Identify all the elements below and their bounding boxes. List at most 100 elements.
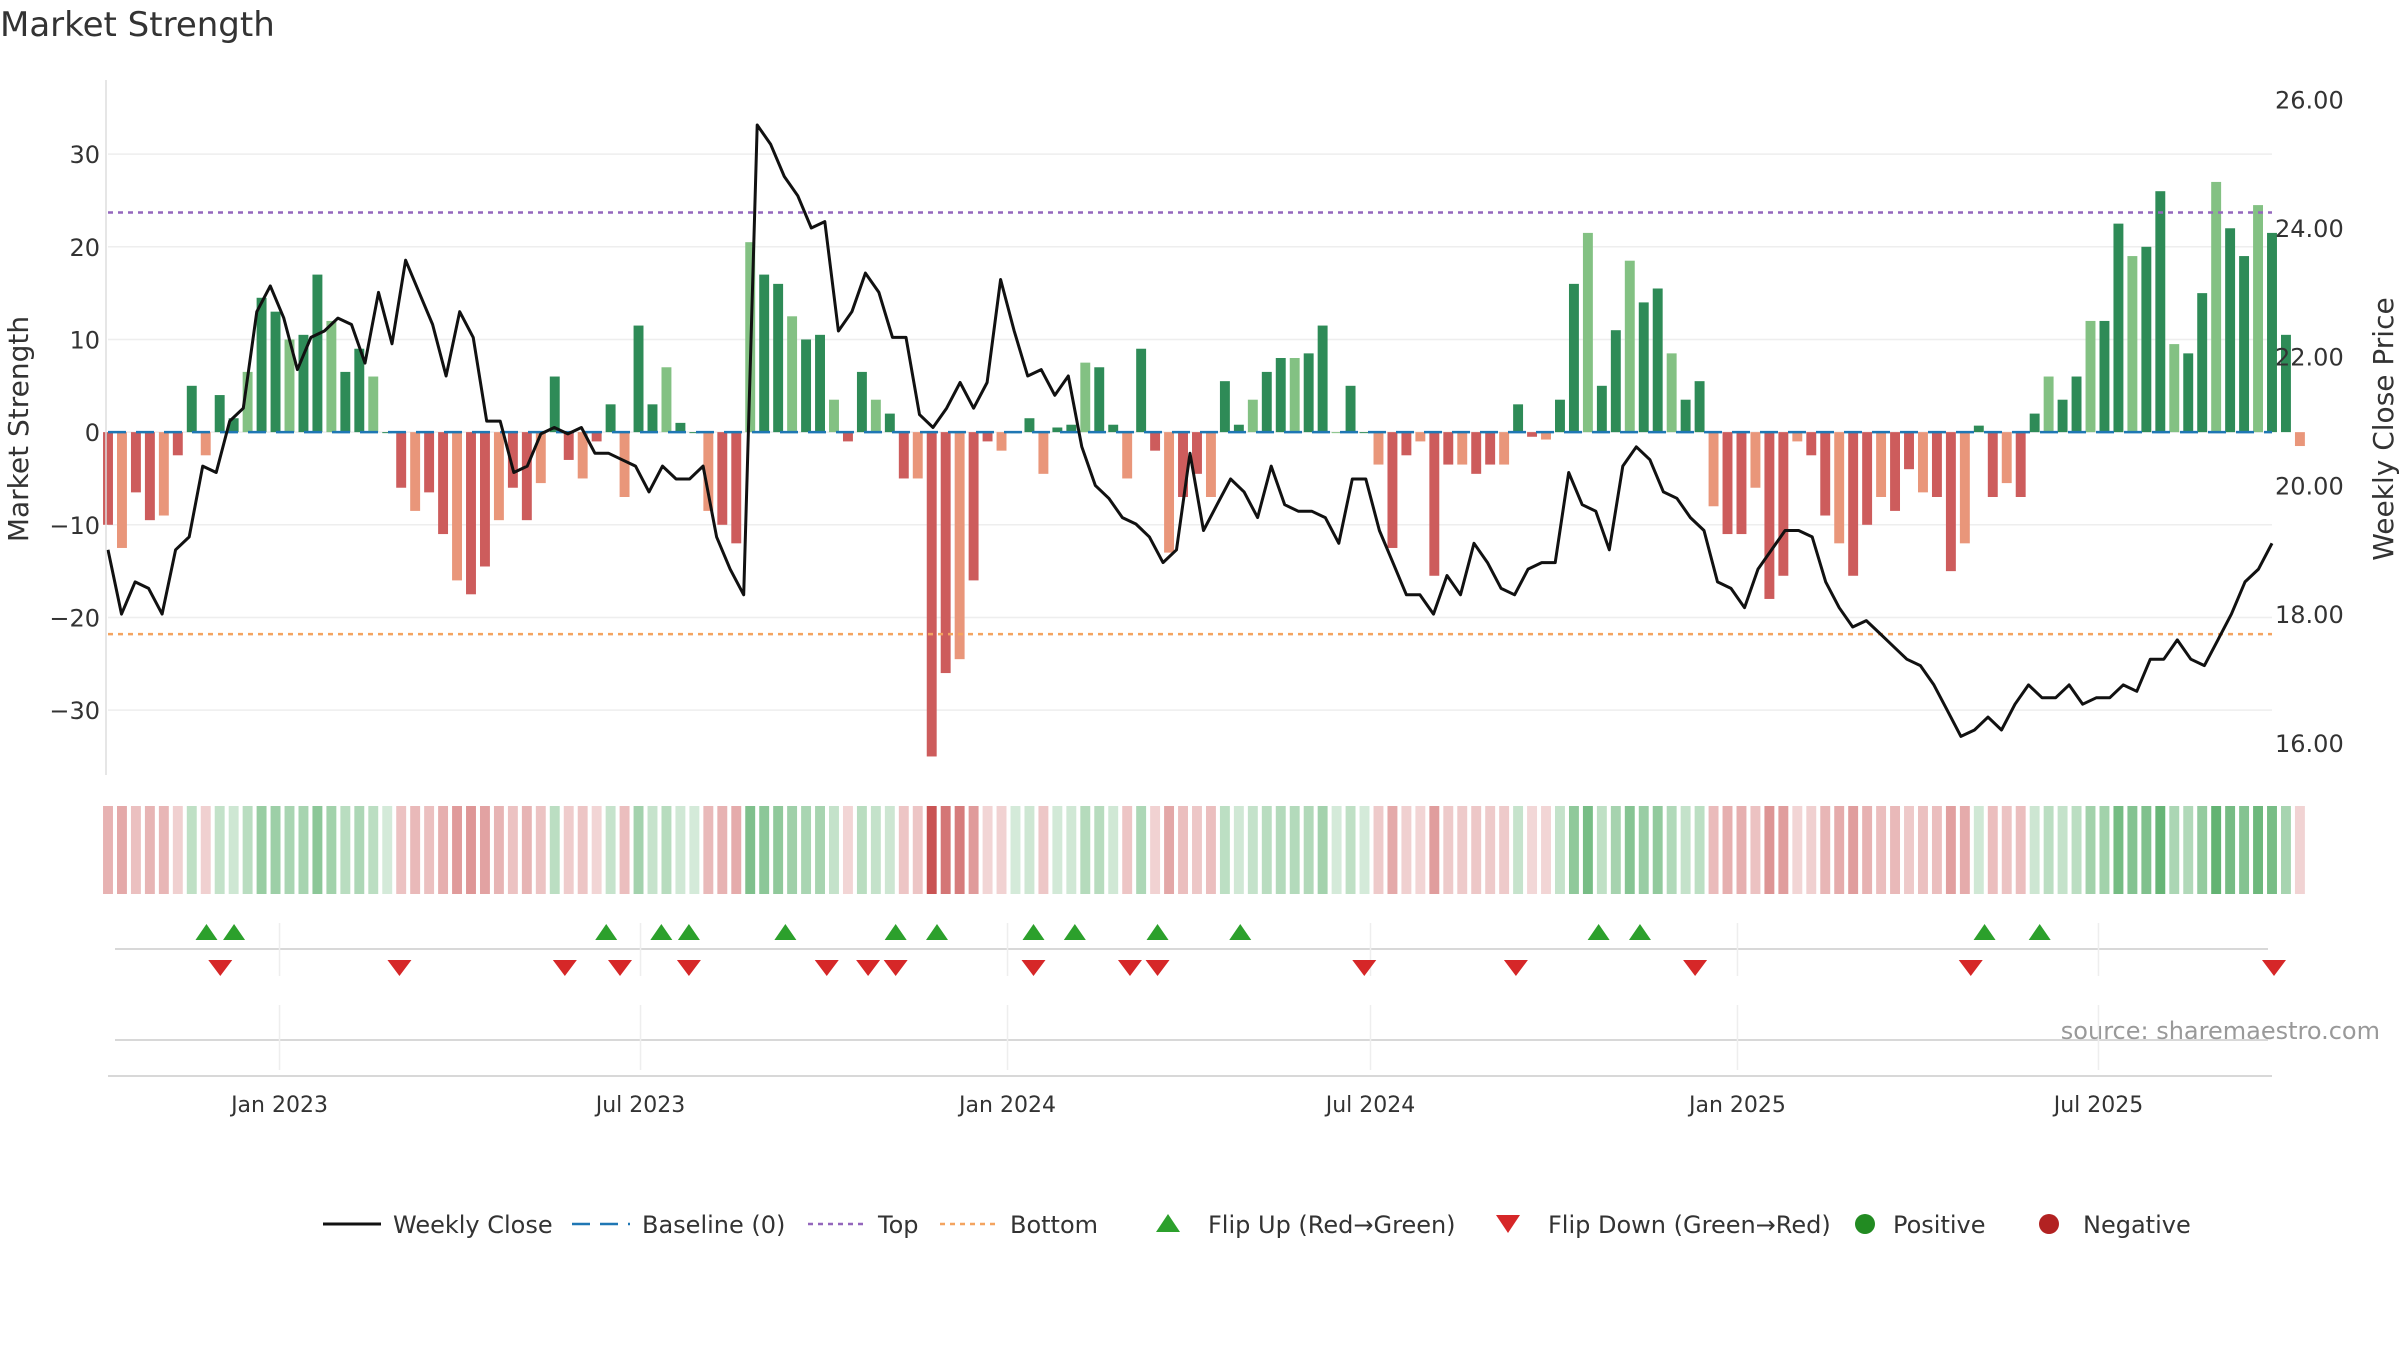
strength-bar [926, 432, 937, 757]
legend-flip_up-swatch [1156, 1214, 1180, 1232]
heat-cell [968, 806, 979, 894]
strength-bar [2267, 232, 2277, 433]
strength-bar [1499, 432, 1510, 465]
x-tick-label: Jul 2024 [1324, 1093, 1416, 1118]
heat-cell [2239, 806, 2250, 894]
strength-bar [1624, 260, 1635, 433]
strength-bar [1904, 432, 1914, 470]
heat-cell [535, 806, 546, 894]
strength-bar [368, 376, 379, 433]
heat-cell [633, 806, 644, 894]
strength-bar [1652, 288, 1663, 433]
strength-bar [1708, 432, 1719, 507]
strength-bar [1275, 358, 1286, 433]
strength-bar [619, 432, 630, 497]
heat-cell [1834, 806, 1845, 894]
heat-cell [1792, 806, 1803, 894]
strength-bar [1918, 432, 1928, 493]
heat-cell [549, 806, 560, 894]
x-tick-label: Jan 2024 [957, 1093, 1056, 1118]
flip-up-marker [926, 924, 949, 940]
strength-bar [1848, 432, 1859, 576]
strength-bar [1736, 432, 1747, 535]
strength-bar [1959, 432, 1970, 544]
heat-cell [856, 806, 867, 894]
flip-up-marker [1229, 924, 1252, 940]
y-axis-right-label: Weekly Close Price [2367, 297, 2400, 560]
heat-cell [2294, 806, 2305, 894]
legend-baseline-label: Baseline (0) [642, 1211, 785, 1239]
strength-bar [563, 432, 574, 460]
heat-cell [1345, 806, 1356, 894]
flip-down-marker [1021, 960, 1046, 976]
heat-cell [1582, 806, 1593, 894]
x-tick-label: Jul 2023 [594, 1093, 686, 1118]
strength-bar [2057, 399, 2068, 433]
strength-bar [1680, 399, 1691, 433]
flip-down-marker [387, 960, 412, 976]
heat-cell [1848, 806, 1859, 894]
strength-bar [410, 432, 421, 511]
strength-bar [424, 432, 435, 493]
heat-cell [1904, 806, 1914, 894]
source-label: source: sharemaestro.com [2061, 1017, 2380, 1045]
strength-bar [466, 432, 476, 595]
strength-bar [1666, 353, 1677, 433]
heat-cell [1122, 806, 1133, 894]
flip-down-marker [208, 960, 233, 976]
heat-cell [242, 806, 253, 894]
heat-cell [759, 806, 770, 894]
strength-bar [2127, 256, 2138, 433]
heat-cell [1443, 806, 1454, 894]
heat-cell [424, 806, 435, 894]
heat-cell [1918, 806, 1928, 894]
flip-down-marker [676, 960, 701, 976]
heat-cell [214, 806, 225, 894]
strength-bar [1303, 353, 1314, 433]
strength-bar [731, 432, 742, 544]
heat-cell [1373, 806, 1384, 894]
heat-cell [1401, 806, 1412, 894]
heat-cell [186, 806, 197, 894]
heat-cell [884, 806, 895, 894]
legend-top-label: Top [877, 1211, 919, 1239]
flip-up-marker [1063, 924, 1086, 940]
heat-cell [1415, 806, 1426, 894]
flip-up-marker [774, 924, 797, 940]
heat-cell [1471, 806, 1482, 894]
strength-bar [689, 432, 700, 434]
heat-cell [647, 806, 658, 894]
strength-bar [340, 371, 351, 433]
strength-bar [1219, 381, 1230, 433]
strength-bar [815, 334, 825, 433]
heat-cell [521, 806, 532, 894]
strength-bar [1792, 432, 1803, 442]
strength-bar [535, 432, 546, 484]
heat-cell [1555, 806, 1565, 894]
strength-bar [1205, 432, 1216, 497]
heat-cell [1806, 806, 1817, 894]
strength-bar [801, 339, 812, 433]
strength-bar [773, 283, 784, 433]
strength-bar [228, 418, 239, 433]
heat-cell [996, 806, 1007, 894]
strength-bar [1513, 404, 1524, 433]
heat-cell [466, 806, 476, 894]
heat-cell [2071, 806, 2082, 894]
strength-bar [493, 432, 504, 521]
strength-bar [298, 334, 309, 433]
heat-cell [1638, 806, 1649, 894]
strength-bars [103, 181, 2305, 757]
heat-cell [2029, 806, 2040, 894]
heat-cell [493, 806, 504, 894]
flip-down-marker [1683, 960, 1708, 976]
flip-down-marker [1958, 960, 1983, 976]
heat-cell [675, 806, 686, 894]
strength-bar [1024, 418, 1035, 433]
strength-bar [2183, 353, 2194, 433]
flip-down-marker [552, 960, 577, 976]
flip-down-marker [1145, 960, 1170, 976]
heat-cell [340, 806, 351, 894]
strength-bar [1415, 432, 1426, 442]
strength-bar [968, 432, 979, 581]
